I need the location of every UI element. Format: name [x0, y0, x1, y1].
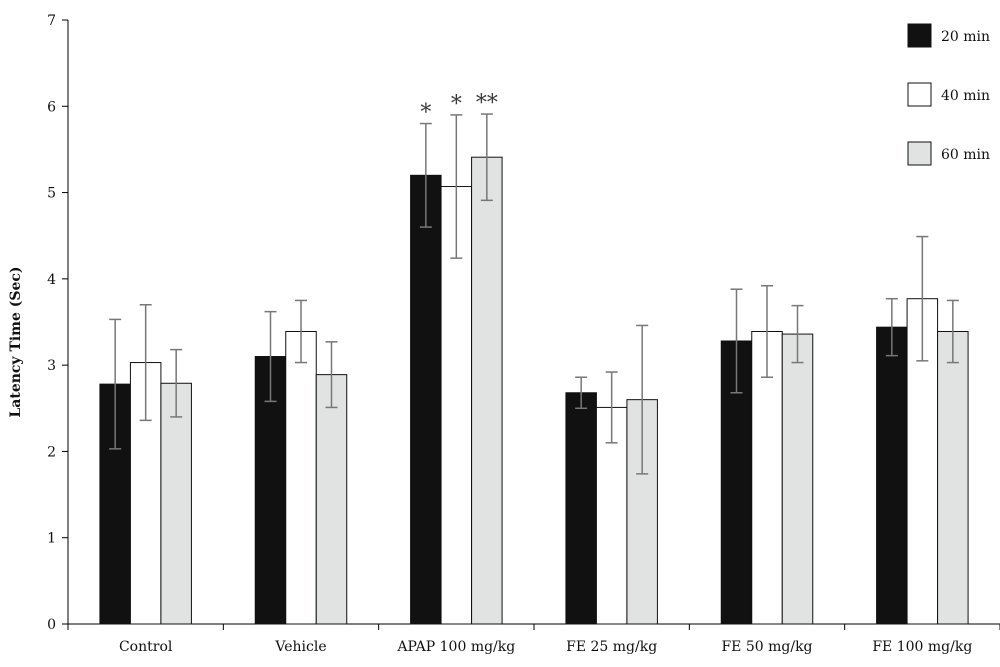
legend-swatch [907, 141, 932, 166]
legend-label: 40 min [941, 88, 990, 104]
bar [285, 330, 317, 625]
legend-label: 20 min [941, 29, 990, 45]
y-tick-label: 2 [47, 444, 56, 460]
legend-label: 60 min [941, 147, 990, 163]
legend-swatch [907, 82, 932, 107]
bar [160, 382, 192, 625]
x-tick-label: Vehicle [274, 639, 326, 655]
bar [565, 392, 597, 625]
y-tick-label: 6 [47, 99, 56, 115]
error-bars [109, 113, 959, 475]
y-tick-label: 7 [47, 13, 56, 29]
bar [720, 340, 753, 625]
y-tick-label: 3 [47, 358, 56, 374]
legend: 20 min 40 min 60 min [907, 23, 990, 166]
y-tick-label: 4 [47, 272, 56, 288]
significance-marker: * [451, 92, 462, 117]
significance-marker: ** [476, 91, 498, 116]
bar [440, 186, 473, 625]
y-axis: 0 1 2 3 4 5 6 7 [47, 13, 69, 633]
x-axis: Control Vehicle APAP 100 mg/kg FE 25 mg/kg F… [67, 623, 1000, 655]
bar [410, 174, 442, 625]
x-tick-label: FE 50 mg/kg [721, 639, 812, 655]
y-tick-label: 1 [47, 531, 56, 547]
bar [781, 333, 814, 625]
x-tick-label: FE 100 mg/kg [872, 639, 972, 655]
legend-swatch [907, 23, 932, 48]
bar [471, 156, 503, 625]
x-tick-label: Control [119, 639, 173, 655]
significance-marker: * [420, 101, 431, 126]
x-tick-label: FE 25 mg/kg [566, 639, 657, 655]
y-axis-label: Latency Time (Sec) [8, 266, 24, 417]
bar [99, 383, 131, 625]
bars [99, 156, 969, 625]
bar [315, 374, 348, 625]
bar [937, 330, 969, 625]
y-tick-label: 5 [47, 186, 56, 202]
x-tick-label: APAP 100 mg/kg [396, 639, 515, 655]
significance-markers: * * ** [420, 91, 498, 125]
bar [876, 326, 908, 625]
y-tick-label: 0 [47, 617, 56, 633]
